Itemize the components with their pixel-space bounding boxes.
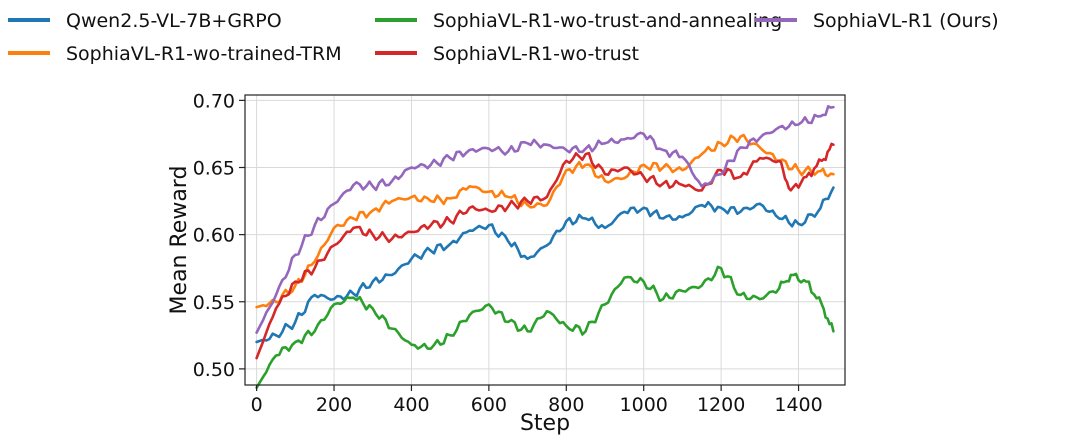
series-lines bbox=[255, 105, 835, 389]
legend: Qwen2.5-VL-7B+GRPO SophiaVL-R1-wo-trained… bbox=[8, 10, 999, 65]
x-tick-label: 0 bbox=[251, 394, 263, 416]
x-tick-label: 1000 bbox=[620, 394, 668, 416]
y-axis-label: Mean Reward bbox=[167, 166, 192, 315]
y-axis-ticks: 0.50 0.55 0.60 0.65 0.70 bbox=[193, 90, 245, 381]
series-line-2 bbox=[255, 133, 835, 309]
y-tick-label: 0.70 bbox=[193, 90, 235, 112]
x-tick-label: 1400 bbox=[774, 394, 822, 416]
legend-label: SophiaVL-R1-wo-trust bbox=[433, 43, 639, 65]
x-axis-ticks: 0 200 400 600 800 1000 1200 1400 bbox=[251, 385, 823, 416]
x-tick-label: 800 bbox=[548, 394, 584, 416]
legend-label: SophiaVL-R1 (Ours) bbox=[813, 10, 999, 32]
plot-frame bbox=[244, 94, 846, 386]
legend-label: SophiaVL-R1-wo-trust-and-annealing bbox=[433, 10, 782, 32]
y-tick-label: 0.65 bbox=[193, 158, 235, 180]
series-line-3 bbox=[255, 265, 835, 389]
legend-label: SophiaVL-R1-wo-trained-TRM bbox=[66, 43, 342, 65]
series-line-1 bbox=[255, 186, 835, 344]
x-tick-label: 400 bbox=[393, 394, 429, 416]
legend-label: Qwen2.5-VL-7B+GRPO bbox=[66, 10, 282, 32]
x-axis-label: Step bbox=[520, 411, 570, 436]
x-tick-label: 200 bbox=[316, 394, 352, 416]
x-tick-label: 600 bbox=[471, 394, 507, 416]
y-tick-label: 0.55 bbox=[193, 292, 235, 314]
y-tick-label: 0.60 bbox=[193, 225, 235, 247]
series-line-4 bbox=[255, 142, 835, 360]
y-tick-label: 0.50 bbox=[193, 359, 235, 381]
series-line-5 bbox=[255, 105, 835, 334]
x-tick-label: 1200 bbox=[697, 394, 745, 416]
